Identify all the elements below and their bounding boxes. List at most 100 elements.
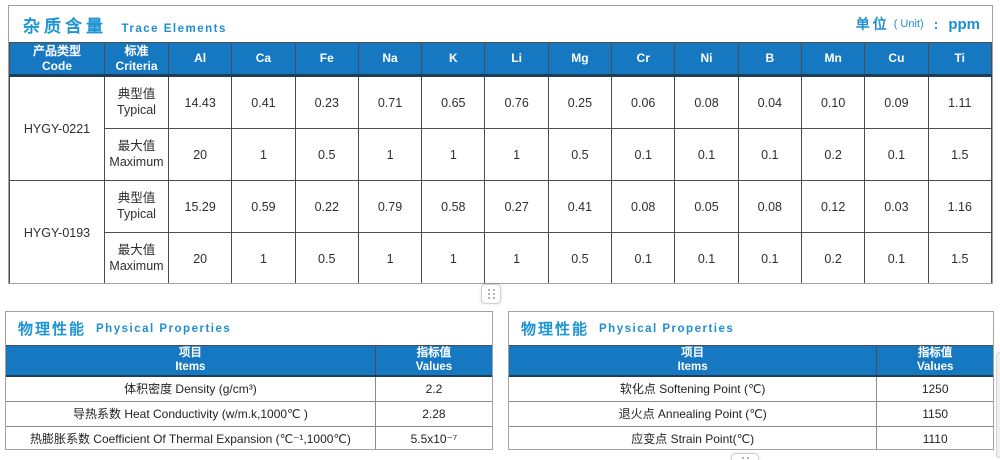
criteria-zh: 最大值 [117,242,156,257]
trace-elements-section: 杂质含量 Trace Elements 单位 ( Unit) : ppm 产品类… [8,5,993,284]
value-cell: 0.79 [357,180,423,233]
value-cell: 1.5 [927,232,992,283]
section-title-en: Physical Properties [599,322,735,335]
col-header-code: 产品类型 Code [9,42,105,77]
value-cell: 0.03 [864,180,929,233]
value-cell: 0.1 [674,232,739,283]
table-row: 热膨胀系数 Coefficient Of Thermal Expansion (… [6,425,492,449]
element-column-header: Cr [611,42,676,77]
section-title: 杂质含量 Trace Elements [23,12,227,37]
product-code-cell: HYGY-0221 [9,75,105,181]
criteria-cell: 最大值 Maximum [104,232,169,283]
value-cell: 0.65 [421,75,486,129]
col-header-code-zh: 产品类型 [32,43,81,58]
value-cell: 1 [421,232,486,283]
element-column-header: Fe [294,42,359,77]
table-row: HYGY-0193 典型值 Typical 15.29 0.59 0.22 0.… [9,180,992,283]
item-cell: 导热系数 Heat Conductivity (w/m.k,1000℃ ) [6,400,376,427]
table-row: 最大值 Maximum 20 1 0.5 1 1 1 0.5 0.1 0.1 0… [10,232,992,283]
physical-properties-section-left: 物理性能 Physical Properties 项目 Items 指标值 Va… [5,311,493,450]
value-cell: 1150 [876,400,993,427]
element-column-header: Al [167,42,233,77]
col-header-values: 指标值 Values [876,344,993,377]
value-cell: 1 [421,128,486,181]
physical-properties-table: 项目 Items 指标值 Values 体积密度 Density (g/cm³)… [6,344,492,449]
trace-elements-table: 产品类型 Code 标准 Criteria Al Ca Fe Na K Li M… [9,42,992,283]
physical-section-header: 物理性能 Physical Properties [509,312,993,345]
value-cell: 0.25 [547,75,613,129]
item-cell: 体积密度 Density (g/cm³) [6,375,376,402]
value-cell: 1 [357,232,423,283]
table-row: 最大值 Maximum 20 1 0.5 1 1 1 0.5 0.1 0.1 0… [10,128,992,181]
item-cell: 热膨胀系数 Coefficient Of Thermal Expansion (… [6,425,376,449]
table-row: 应变点 Strain Point(℃) 1110 [509,425,993,449]
unit-label-zh: 单位 [855,16,890,32]
unit-label-en: ( Unit) [893,18,924,30]
drag-handle-icon[interactable] [481,284,501,304]
criteria-cell: 典型值 Typical [104,180,169,233]
col-header-criteria: 标准 Criteria [104,42,169,77]
value-cell: 20 [167,232,233,283]
value-cell: 1.5 [927,128,992,181]
value-cell: 1 [484,128,549,181]
col-header-criteria-zh: 标准 [124,43,149,58]
value-cell: 0.22 [294,180,359,233]
value-cell: 0.1 [737,128,802,181]
element-column-header: Ni [674,42,739,77]
element-column-header: Li [484,42,549,77]
unit-indicator: 单位 ( Unit) : ppm [856,14,980,34]
value-cell: 1 [357,128,423,181]
criteria-en: Maximum [109,154,164,169]
criteria-zh: 典型值 [117,86,156,101]
element-column-header: Mn [800,42,866,77]
col-header-code-en: Code [42,58,72,73]
value-cell: 0.58 [421,180,486,233]
section-title-en: Physical Properties [96,322,232,335]
physical-properties-section-right: 物理性能 Physical Properties 项目 Items 指标值 Va… [508,311,994,450]
table-row: HYGY-0221 典型值 Typical 14.43 0.41 0.23 0.… [9,75,992,181]
item-cell: 应变点 Strain Point(℃) [509,425,877,449]
col-header-values: 指标值 Values [374,344,492,377]
criteria-en: Typical [117,102,156,117]
criteria-cell: 典型值 Typical [104,75,169,129]
value-cell: 5.5x10⁻⁷ [374,425,492,449]
value-cell: 0.09 [864,75,929,129]
value-cell: 0.1 [737,232,802,283]
value-cell: 0.08 [737,180,802,233]
item-cell: 退火点 Annealing Point (℃) [509,400,877,427]
element-column-header: K [421,42,486,77]
criteria-en: Maximum [109,258,164,273]
col-header-values-en: Values [916,361,954,374]
col-header-items: 项目 Items [509,344,877,377]
item-cell: 软化点 Softening Point (℃) [509,375,877,402]
value-cell: 0.08 [674,75,739,129]
criteria-zh: 最大值 [117,138,156,153]
criteria-cell: 最大值 Maximum [104,128,169,181]
value-cell: 0.41 [231,75,296,129]
col-header-values-en: Values [415,361,453,374]
criteria-zh: 典型值 [117,190,156,205]
value-cell: 0.23 [294,75,359,129]
table-row: 体积密度 Density (g/cm³) 2.2 [6,375,492,402]
col-header-values-zh: 指标值 [416,347,452,359]
section-title-en: Trace Elements [121,22,227,35]
element-column-header: Mg [547,42,613,77]
dots-grid-icon [487,289,495,299]
value-cell: 1.11 [927,75,992,129]
product-code-cell: HYGY-0193 [9,180,105,283]
physical-properties-table: 项目 Items 指标值 Values 软化点 Softening Point … [509,344,993,449]
value-cell: 0.2 [800,232,866,283]
dots-grid-icon [741,457,749,460]
drag-handle-icon[interactable] [731,453,759,460]
unit-colon: : [933,16,939,32]
value-cell: 2.28 [374,400,492,427]
value-cell: 0.41 [547,180,613,233]
value-cell: 14.43 [167,75,233,129]
value-cell: 0.1 [611,128,676,181]
value-cell: 0.27 [484,180,549,233]
value-cell: 0.08 [611,180,676,233]
value-cell: 1 [231,232,296,283]
value-cell: 0.04 [737,75,802,129]
col-header-items-en: Items [677,361,708,374]
